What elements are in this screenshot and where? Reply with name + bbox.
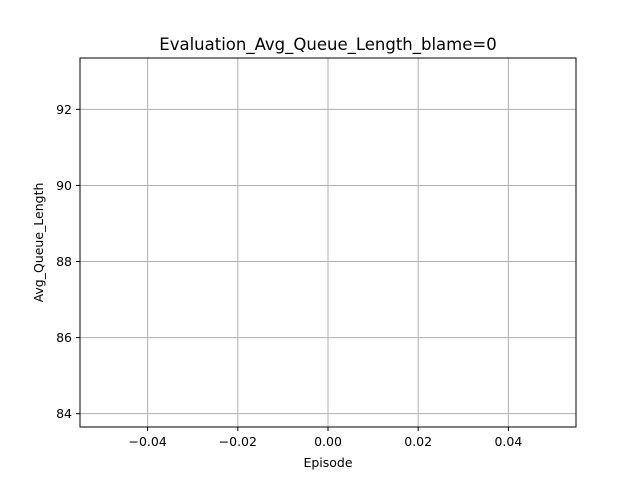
y-tick-label: 92 [56, 102, 72, 117]
x-tick-label: 0.04 [494, 434, 522, 449]
chart-title: Evaluation_Avg_Queue_Length_blame=0 [159, 35, 496, 55]
y-tick-label: 84 [56, 406, 72, 421]
y-tick-label: 90 [56, 178, 72, 193]
x-tick-label: −0.04 [128, 434, 166, 449]
y-tick-label: 86 [56, 330, 72, 345]
y-axis-label: Avg_Queue_Length [31, 183, 46, 303]
grid-layer [80, 58, 576, 427]
y-tick-label: 88 [56, 254, 72, 269]
x-tick-label: −0.02 [219, 434, 257, 449]
x-tick-label: 0.00 [314, 434, 342, 449]
x-tick-label: 0.02 [404, 434, 432, 449]
tick-layer: −0.04 −0.02 0.00 0.02 0.04 84 86 88 90 92 [56, 102, 522, 449]
x-axis-label: Episode [303, 455, 352, 470]
